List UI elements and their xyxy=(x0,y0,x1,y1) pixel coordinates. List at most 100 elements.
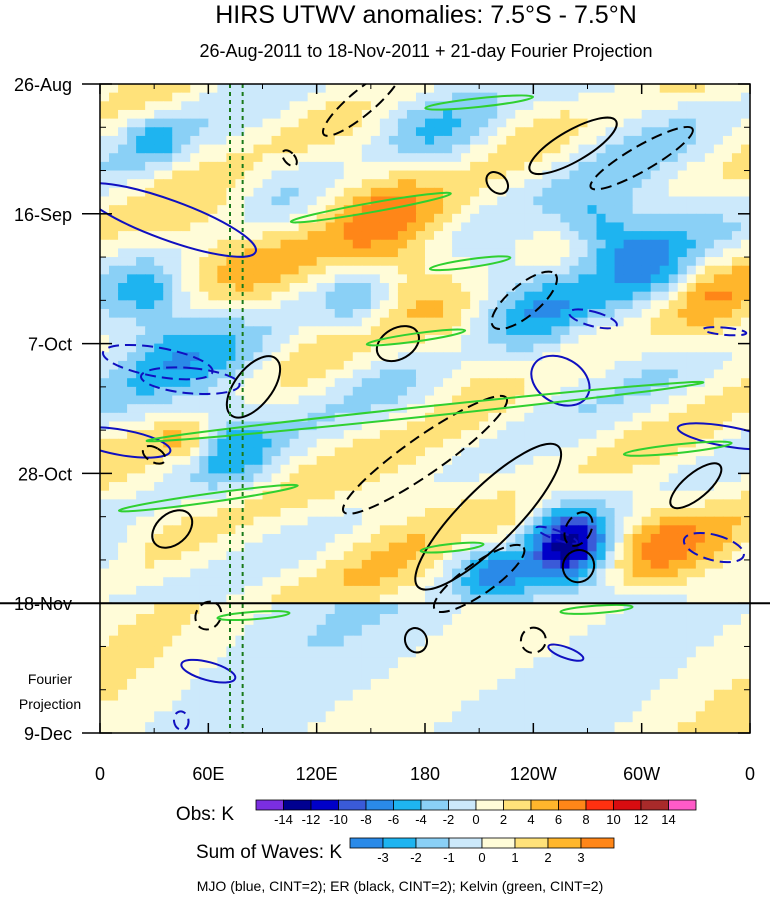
anomaly-cell xyxy=(578,213,589,224)
anomaly-cell xyxy=(118,369,128,379)
anomaly-cell xyxy=(740,265,750,275)
anomaly-cell xyxy=(145,490,155,500)
anomaly-cell xyxy=(100,490,110,500)
anomaly-cell xyxy=(352,412,363,423)
projection-cell xyxy=(190,678,200,691)
anomaly-cell xyxy=(596,482,607,492)
anomaly-cell xyxy=(596,447,607,457)
anomaly-cell xyxy=(289,127,300,137)
anomaly-cell xyxy=(524,101,534,111)
anomaly-cell xyxy=(406,482,417,492)
projection-cell xyxy=(181,603,191,615)
anomaly-cell xyxy=(533,516,543,526)
anomaly-cell xyxy=(262,274,273,284)
anomaly-cell xyxy=(226,161,237,172)
anomaly-cell xyxy=(343,516,354,526)
anomaly-cell xyxy=(352,257,363,267)
anomaly-cell xyxy=(361,421,372,431)
anomaly-cell xyxy=(569,101,580,111)
anomaly-cell xyxy=(253,179,264,189)
anomaly-cell xyxy=(443,568,453,578)
projection-cell xyxy=(632,668,643,680)
anomaly-cell xyxy=(605,542,616,552)
anomaly-cell xyxy=(181,482,191,492)
anomaly-cell xyxy=(415,196,426,206)
anomaly-cell xyxy=(713,430,724,440)
anomaly-cell xyxy=(515,594,525,604)
anomaly-cell xyxy=(163,153,173,163)
anomaly-cell xyxy=(262,109,273,120)
anomaly-cell xyxy=(596,300,607,310)
projection-cell xyxy=(677,646,688,658)
anomaly-cell xyxy=(379,308,390,319)
anomaly-cell xyxy=(722,231,733,241)
anomaly-cell xyxy=(235,291,246,301)
anomaly-cell xyxy=(307,213,318,224)
anomaly-cell xyxy=(298,577,309,587)
anomaly-cell xyxy=(397,447,408,457)
anomaly-cell xyxy=(560,343,571,353)
projection-cell xyxy=(533,624,543,637)
projection-cell xyxy=(253,624,264,637)
anomaly-cell xyxy=(226,369,237,379)
anomaly-cell xyxy=(325,473,336,483)
anomaly-cell xyxy=(145,334,155,345)
anomaly-cell xyxy=(524,334,534,345)
anomaly-cell xyxy=(614,291,625,301)
anomaly-cell xyxy=(397,525,408,535)
anomaly-cell xyxy=(388,257,399,267)
anomaly-cell xyxy=(497,101,507,111)
anomaly-cell xyxy=(695,179,706,189)
anomaly-cell xyxy=(659,170,670,180)
anomaly-cell xyxy=(379,421,390,431)
anomaly-cell xyxy=(244,412,255,423)
projection-cell xyxy=(704,635,715,648)
anomaly-cell xyxy=(650,248,661,258)
anomaly-cell xyxy=(118,386,128,397)
anomaly-cell xyxy=(307,542,318,552)
anomaly-cell xyxy=(452,369,462,379)
anomaly-cell xyxy=(650,118,661,128)
anomaly-cell xyxy=(632,135,643,146)
anomaly-cell xyxy=(551,568,562,578)
projection-cell xyxy=(136,603,146,615)
anomaly-cell xyxy=(109,533,119,544)
projection-cell xyxy=(434,678,444,691)
anomaly-cell xyxy=(316,84,327,94)
anomaly-cell xyxy=(461,291,471,301)
anomaly-cell xyxy=(271,179,282,189)
anomaly-cell xyxy=(677,473,688,483)
anomaly-cell xyxy=(578,257,589,267)
anomaly-cell xyxy=(578,551,589,561)
anomaly-cell xyxy=(226,274,237,284)
anomaly-cell xyxy=(605,464,616,474)
anomaly-cell xyxy=(379,118,390,128)
anomaly-cell xyxy=(307,577,318,587)
anomaly-cell xyxy=(163,239,173,250)
projection-cell xyxy=(163,657,173,669)
anomaly-cell xyxy=(109,283,119,293)
anomaly-cell xyxy=(623,326,634,336)
anomaly-cell xyxy=(560,144,571,154)
anomaly-cell xyxy=(542,499,552,509)
anomaly-cell xyxy=(154,464,164,474)
anomaly-cell xyxy=(740,92,750,102)
anomaly-cell xyxy=(163,118,173,128)
anomaly-cell xyxy=(515,109,525,120)
anomaly-cell xyxy=(443,499,453,509)
anomaly-cell xyxy=(370,213,381,224)
anomaly-cell xyxy=(397,257,408,267)
anomaly-cell xyxy=(425,213,435,224)
anomaly-cell xyxy=(434,577,444,587)
anomaly-cell xyxy=(388,352,399,362)
anomaly-cell xyxy=(334,594,345,604)
anomaly-cell xyxy=(722,551,733,561)
anomaly-cell xyxy=(695,490,706,500)
anomaly-cell xyxy=(551,300,562,310)
anomaly-cell xyxy=(136,127,146,137)
anomaly-cell xyxy=(614,386,625,397)
anomaly-cell xyxy=(289,239,300,250)
anomaly-cell xyxy=(524,213,534,224)
anomaly-cell xyxy=(253,291,264,301)
projection-cell xyxy=(515,624,525,637)
